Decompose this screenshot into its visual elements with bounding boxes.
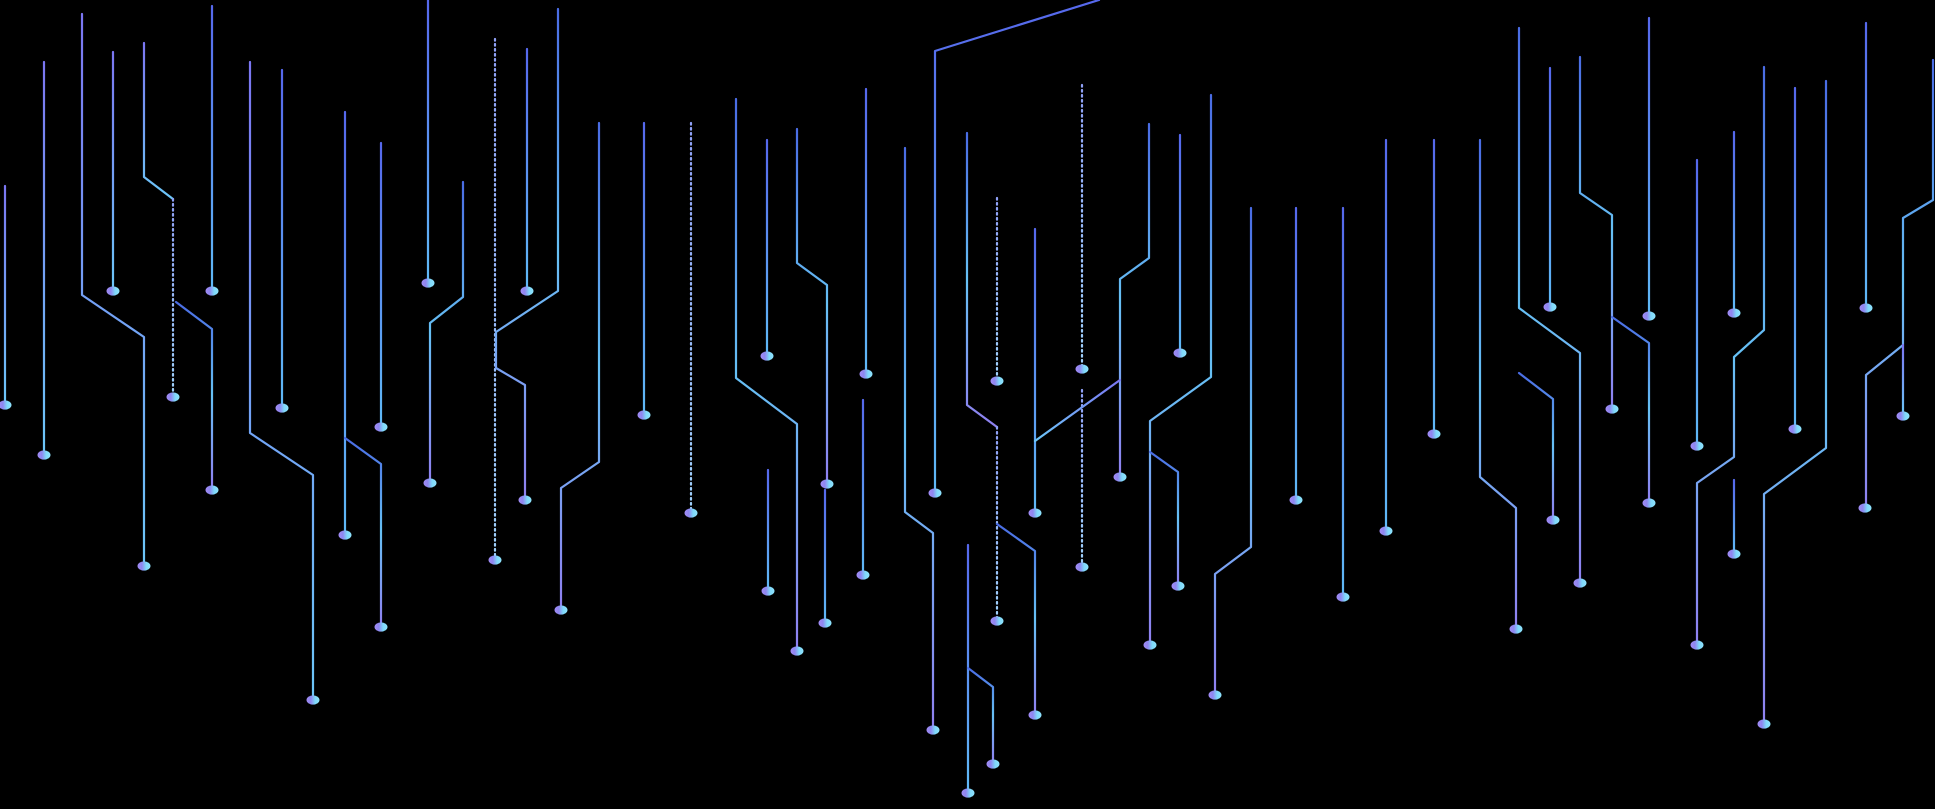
node-dot [488, 555, 502, 565]
node-dot [423, 478, 437, 488]
trace-line [80, 12, 146, 566]
node-dot [1690, 441, 1704, 451]
trace-line [559, 121, 601, 610]
node-dot [1788, 424, 1802, 434]
node-dot [1289, 495, 1303, 505]
node-dot [106, 286, 120, 296]
node-dot [554, 605, 568, 615]
node-dot [275, 403, 289, 413]
trace-line [1610, 315, 1651, 503]
node-dot [1028, 710, 1042, 720]
node-dot [1336, 592, 1350, 602]
node-dot [760, 351, 774, 361]
node-dot [1208, 690, 1222, 700]
trace-line [903, 146, 935, 730]
node-dot [518, 495, 532, 505]
node-dot [1896, 411, 1910, 421]
trace-line [1118, 122, 1151, 477]
node-dot [1727, 549, 1741, 559]
node-dot [137, 561, 151, 571]
node-dot [1028, 508, 1042, 518]
node-dot [859, 369, 873, 379]
node-dot [205, 485, 219, 495]
node-dot [374, 422, 388, 432]
node-dot [1573, 578, 1587, 588]
node-dot [1509, 624, 1523, 634]
trace-line [1517, 26, 1582, 583]
node-dot [790, 646, 804, 656]
node-dot [1859, 303, 1873, 313]
node-dot [1757, 719, 1771, 729]
node-dot [926, 725, 940, 735]
node-dot [1379, 526, 1393, 536]
node-dot [1075, 364, 1089, 374]
trace-line [142, 41, 175, 201]
node-dot [637, 410, 651, 420]
trace-line [1213, 206, 1253, 695]
node-dot [1543, 302, 1557, 312]
trace-line [966, 666, 995, 764]
node-dot [1642, 498, 1656, 508]
node-dot [1075, 562, 1089, 572]
node-dot [1143, 640, 1157, 650]
trace-line [1033, 378, 1122, 443]
node-dot [1690, 640, 1704, 650]
node-dot [820, 479, 834, 489]
node-dot [1427, 429, 1441, 439]
node-dot [166, 392, 180, 402]
node-dot [1546, 515, 1560, 525]
trace-line [1864, 58, 1935, 508]
node-dot [421, 278, 435, 288]
node-dot [928, 488, 942, 498]
trace-line [1148, 450, 1180, 586]
node-dot [1171, 581, 1185, 591]
trace-line [1517, 371, 1555, 520]
trace-line [1578, 55, 1614, 409]
trace-line [1762, 79, 1828, 724]
node-dot [1605, 404, 1619, 414]
node-dot [1173, 348, 1187, 358]
node-dot [1642, 311, 1656, 321]
trace-line [343, 436, 383, 627]
trace-line [1148, 93, 1213, 645]
trace-line [248, 60, 315, 700]
node-dot [961, 788, 975, 798]
trace-line [965, 131, 999, 429]
trace-line [1695, 65, 1766, 645]
trace-line [174, 300, 214, 490]
node-dot [520, 286, 534, 296]
trace-line [795, 127, 829, 484]
node-dot [1113, 472, 1127, 482]
node-dot [306, 695, 320, 705]
trace-line [1478, 138, 1518, 629]
node-dot [205, 286, 219, 296]
node-dot [1727, 308, 1741, 318]
node-dot [818, 618, 832, 628]
node-dot [37, 450, 51, 460]
node-dot [1858, 503, 1872, 513]
trace-line [933, 0, 1101, 493]
node-dot [990, 376, 1004, 386]
trace-line [734, 97, 799, 651]
node-dot [761, 586, 775, 596]
node-dot [684, 508, 698, 518]
node-dot [338, 530, 352, 540]
trace-line [494, 7, 560, 500]
node-dot [990, 616, 1004, 626]
node-dot [856, 570, 870, 580]
trace-line [995, 522, 1037, 715]
node-dot [0, 400, 12, 410]
node-dot [986, 759, 1000, 769]
node-dot [374, 622, 388, 632]
trace-line [428, 180, 465, 483]
